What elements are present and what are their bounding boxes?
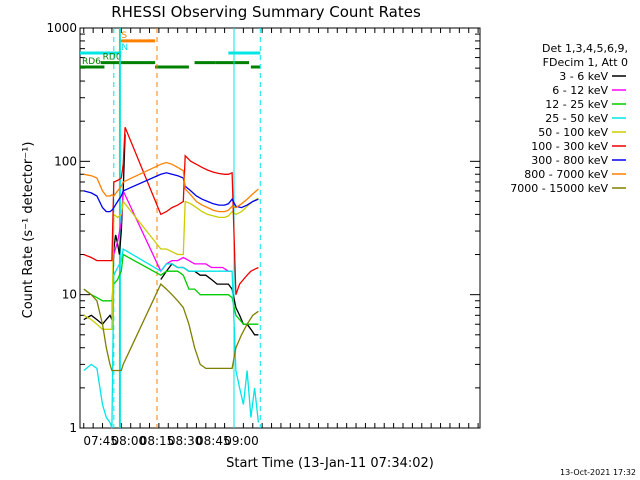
plot-frame (79, 27, 481, 429)
y-tick-label: 1000 (46, 21, 77, 35)
y-axis-label: Count Rate (s⁻¹ detector⁻¹) (21, 142, 36, 319)
x-tick-label: 08:00 (112, 434, 147, 448)
x-tick-label: 08:15 (140, 434, 175, 448)
legend-header-line: FDecim 1, Att 0 (543, 56, 628, 69)
plot-area: 1 10 100 1000 07:4508:0008:1508:3008:4509:00… (46, 21, 481, 448)
state-bar-label: N (121, 43, 128, 53)
series-line-4 (83, 197, 259, 330)
legend-entry-label: 800 - 7000 keV (524, 168, 608, 181)
footer-timestamp: 13-Oct-2021 17:32 (560, 468, 636, 477)
legend-entry-label: 7000 - 15000 keV (510, 182, 608, 195)
chart-title: RHESSI Observing Summary Count Rates (111, 3, 421, 21)
series-line-6 (83, 172, 259, 213)
legend-entry-label: 100 - 300 keV (531, 140, 608, 153)
x-tick-label: 07:45 (83, 434, 118, 448)
legend-entry-label: 50 - 100 keV (538, 126, 608, 139)
y-tick-label: 10 (62, 288, 77, 302)
y-tick-label: 100 (54, 154, 77, 168)
x-tick-label: 09:00 (224, 434, 259, 448)
state-bar-label: RD6 (82, 57, 101, 67)
state-bar-label: RD0 (103, 53, 122, 63)
series-line-1 (113, 190, 233, 273)
y-tick-label: 1 (69, 421, 77, 435)
legend-entry-label: 12 - 25 keV (545, 98, 608, 111)
x-axis-label: Start Time (13-Jan-11 07:34:02) (226, 456, 434, 471)
x-tick-label: 08:45 (196, 434, 231, 448)
series-line-7 (83, 161, 259, 213)
legend: Det 1,3,4,5,6,9,FDecim 1, Att 03 - 6 keV… (510, 42, 628, 195)
legend-entry-label: 3 - 6 keV (559, 70, 608, 83)
legend-header-line: Det 1,3,4,5,6,9, (542, 42, 628, 55)
series-line-2 (83, 253, 259, 325)
series-line-8 (83, 283, 259, 372)
state-bar-label: S (121, 31, 127, 41)
legend-entry-label: 6 - 12 keV (552, 84, 608, 97)
series-line-3 (83, 247, 260, 429)
legend-entry-label: 25 - 50 keV (545, 112, 608, 125)
legend-entry-label: 300 - 800 keV (531, 154, 608, 167)
x-tick-label: 08:30 (168, 434, 203, 448)
